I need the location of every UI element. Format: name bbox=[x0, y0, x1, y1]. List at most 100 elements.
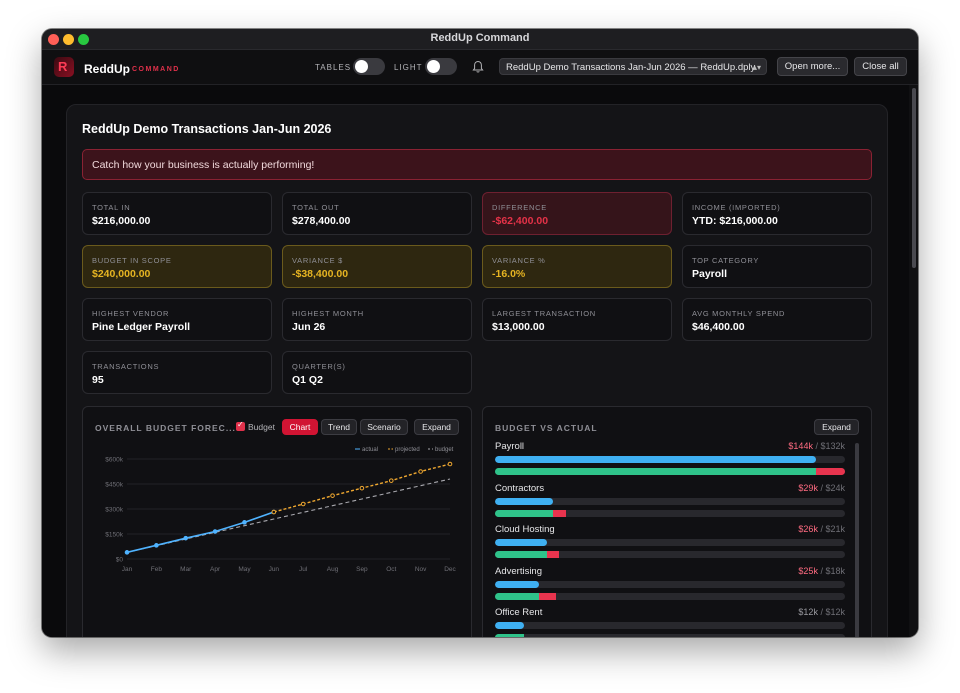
actual-amount: $26k bbox=[798, 524, 818, 534]
data-point-projected bbox=[300, 501, 306, 507]
file-select[interactable]: ReddUp Demo Transactions Jan-Jun 2026 — … bbox=[499, 58, 767, 75]
kpi-label: INCOME (IMPORTED) bbox=[692, 203, 781, 212]
x-tick-label: Jun bbox=[269, 566, 280, 573]
budget-amount: $21k bbox=[825, 524, 845, 534]
actual-bar-fill bbox=[495, 497, 554, 505]
tables-toggle-label: TABLES bbox=[315, 63, 352, 72]
kpi-value: Jun 26 bbox=[292, 321, 326, 333]
x-tick-label: Nov bbox=[415, 566, 427, 573]
kpi-label: LARGEST TRANSACTION bbox=[492, 309, 596, 318]
kpi-card: TOTAL OUT $278,400.00 bbox=[282, 192, 472, 235]
trend-button[interactable]: Trend bbox=[321, 419, 357, 435]
y-tick-label: $150k bbox=[105, 532, 123, 539]
kpi-value: $46,400.00 bbox=[692, 321, 745, 333]
legend-label: projected bbox=[395, 447, 420, 453]
kpi-value: $216,000.00 bbox=[92, 215, 151, 227]
expand-budget-button[interactable]: Expand bbox=[814, 419, 859, 435]
actual-bar bbox=[495, 539, 845, 546]
budget-bar-fill bbox=[495, 551, 547, 558]
kpi-card: DIFFERENCE -$62,400.00 bbox=[482, 192, 672, 235]
budget-row: Cloud Hosting $26k / $21k bbox=[495, 524, 845, 562]
kpi-value: 95 bbox=[92, 374, 104, 386]
amount-separator: / bbox=[817, 482, 826, 493]
x-tick-label: Apr bbox=[210, 566, 221, 573]
data-point-actual bbox=[183, 535, 189, 541]
data-point-actual bbox=[212, 529, 218, 534]
kpi-label: HIGHEST VENDOR bbox=[92, 309, 170, 318]
brand-subtitle: COMMAND bbox=[132, 66, 180, 73]
x-tick-label: May bbox=[238, 566, 251, 573]
data-point-actual bbox=[124, 550, 130, 555]
budget-row: Advertising $25k / $18k bbox=[495, 566, 845, 604]
zoom-window-button[interactable] bbox=[78, 34, 89, 45]
budget-amount: $12k bbox=[825, 607, 845, 617]
data-point-projected bbox=[447, 461, 453, 467]
window-title: ReddUp Command bbox=[430, 32, 530, 44]
chart-button[interactable]: Chart bbox=[282, 419, 318, 435]
budget-vs-actual-card: BUDGET VS ACTUAL Expand Payroll $144k / $… bbox=[482, 406, 872, 637]
actual-bar bbox=[495, 497, 845, 505]
scenario-button[interactable]: Scenario bbox=[360, 419, 408, 435]
kpi-card: VARIANCE % -16.0% bbox=[482, 245, 672, 288]
open-more-button[interactable]: Open more... bbox=[777, 57, 848, 76]
amount-separator: / bbox=[817, 607, 826, 617]
forecast-line-chart: $0 $150k $300k $450k $600k Jan Feb Mar Apr May Jun… bbox=[105, 447, 456, 573]
x-tick-label: Aug bbox=[327, 566, 339, 573]
kpi-label: DIFFERENCE bbox=[492, 203, 547, 212]
kpi-card: VARIANCE $ -$38,400.00 bbox=[282, 245, 472, 288]
x-tick-label: Feb bbox=[151, 566, 163, 573]
kpi-label: AVG MONTHLY SPEND bbox=[692, 309, 786, 318]
budget-bar-fill bbox=[495, 592, 539, 600]
kpi-label: TOTAL OUT bbox=[292, 203, 340, 212]
kpi-value: -16.0% bbox=[492, 268, 526, 280]
tables-toggle[interactable] bbox=[353, 58, 385, 75]
y-tick-label: $300k bbox=[105, 507, 123, 514]
kpi-card: AVG MONTHLY SPEND $46,400.00 bbox=[682, 298, 872, 341]
budget-amount: $132k bbox=[820, 441, 845, 451]
budget-checkbox[interactable]: ✓ bbox=[236, 420, 245, 431]
data-point-projected bbox=[330, 493, 335, 498]
legend-label: actual bbox=[362, 447, 378, 453]
actual-bar-fill bbox=[495, 622, 525, 629]
expand-forecast-button[interactable]: Expand bbox=[414, 419, 459, 435]
forecast-title: OVERALL BUDGET FOREC... bbox=[95, 423, 236, 433]
app-logo: R bbox=[54, 57, 74, 77]
scrollbar-thumb[interactable] bbox=[912, 88, 916, 268]
alert-banner: Catch how your business is actually perf… bbox=[82, 149, 872, 180]
close-all-button[interactable]: Close all bbox=[854, 57, 907, 76]
category-amounts: $25k / $18k bbox=[798, 566, 845, 576]
budget-bar-fill bbox=[495, 634, 525, 637]
overspend-bar-fill bbox=[815, 468, 845, 475]
select-arrows-icon: ▴▾ bbox=[752, 63, 761, 72]
data-point-projected bbox=[271, 509, 277, 515]
y-tick-label: $0 bbox=[116, 557, 124, 564]
x-tick-label: Jan bbox=[122, 566, 133, 573]
kpi-label: TOTAL IN bbox=[92, 203, 131, 212]
budget-bar bbox=[495, 634, 845, 637]
amount-separator: / bbox=[817, 565, 826, 576]
light-toggle[interactable] bbox=[425, 58, 457, 75]
budget-list-scrollbar[interactable] bbox=[855, 443, 859, 637]
category-amounts: $29k / $24k bbox=[798, 483, 845, 493]
data-point-projected bbox=[359, 485, 365, 491]
actual-amount: $29k bbox=[798, 482, 818, 493]
minimize-window-button[interactable] bbox=[63, 34, 74, 45]
kpi-card: QUARTER(S) Q1 Q2 bbox=[282, 351, 472, 394]
kpi-value: $278,400.00 bbox=[292, 215, 351, 227]
overspend-bar-fill bbox=[538, 592, 556, 600]
main-scrollbar[interactable] bbox=[909, 85, 918, 637]
title-bar: ReddUp Command bbox=[42, 29, 918, 50]
x-tick-label: Mar bbox=[180, 566, 192, 573]
kpi-label: VARIANCE $ bbox=[292, 256, 344, 265]
category-name: Cloud Hosting bbox=[495, 524, 555, 535]
close-window-button[interactable] bbox=[48, 34, 59, 45]
kpi-card: TOP CATEGORY Payroll bbox=[682, 245, 872, 288]
kpi-value: -$62,400.00 bbox=[492, 215, 549, 227]
budget-row: Office Rent $12k / $12k bbox=[495, 607, 845, 637]
budget-bar bbox=[495, 468, 845, 475]
kpi-value: Payroll bbox=[692, 268, 728, 280]
actual-bar-fill bbox=[495, 580, 539, 588]
actual-amount: $144k bbox=[788, 441, 813, 451]
data-point-projected bbox=[388, 478, 394, 483]
bell-icon[interactable] bbox=[472, 60, 484, 74]
